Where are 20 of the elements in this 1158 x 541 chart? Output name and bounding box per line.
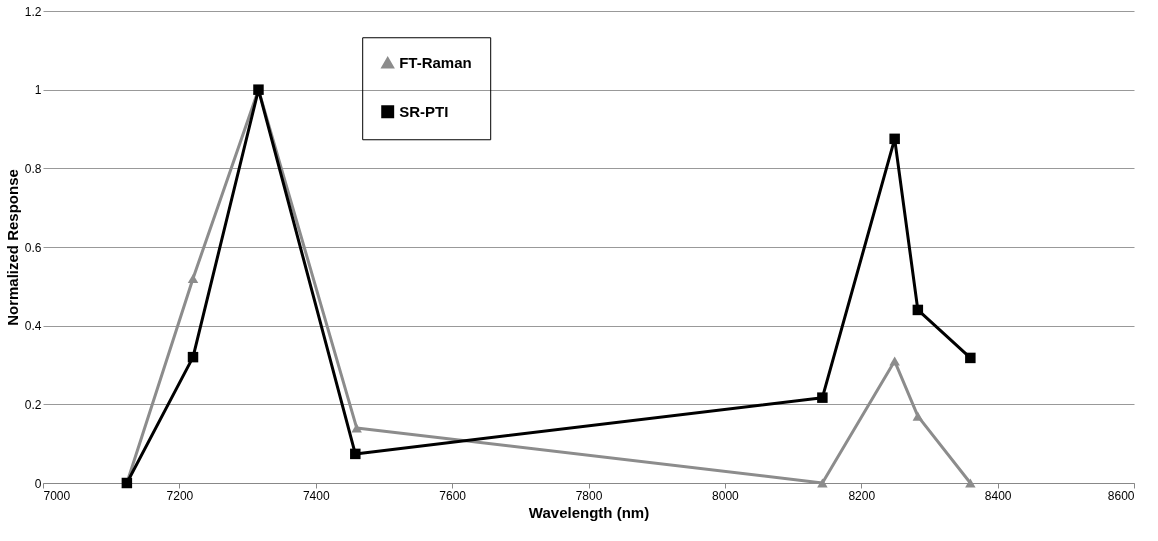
x-tick-label: 8600 [1107, 488, 1135, 503]
x-tick-label: 7000 [43, 488, 71, 503]
x-tick-label: 7800 [575, 488, 603, 503]
x-tick-label: 7200 [166, 488, 194, 503]
y-tick-label: 0 [34, 476, 42, 491]
y-tick-label: 0.2 [24, 397, 42, 412]
y-tick-label: 0.8 [24, 161, 42, 176]
x-tick-label: 7400 [302, 488, 330, 503]
x-tick-label: 8400 [984, 488, 1012, 503]
y-tick-label: 1 [34, 83, 42, 98]
y-tick-label: 0.4 [24, 319, 42, 334]
x-tick-label: 7600 [439, 488, 467, 503]
x-axis-title: Wavelength (nm) [528, 503, 650, 521]
y-tick-label: 0.6 [24, 240, 42, 255]
y-axis-title: Normalized Response [3, 169, 21, 326]
legend-label: FT-Raman [399, 53, 472, 71]
x-tick-label: 8200 [848, 488, 876, 503]
x-tick-label: 8000 [712, 488, 740, 503]
y-tick-label: 1.2 [24, 4, 42, 19]
legend-label: SR-PTI [399, 102, 449, 120]
